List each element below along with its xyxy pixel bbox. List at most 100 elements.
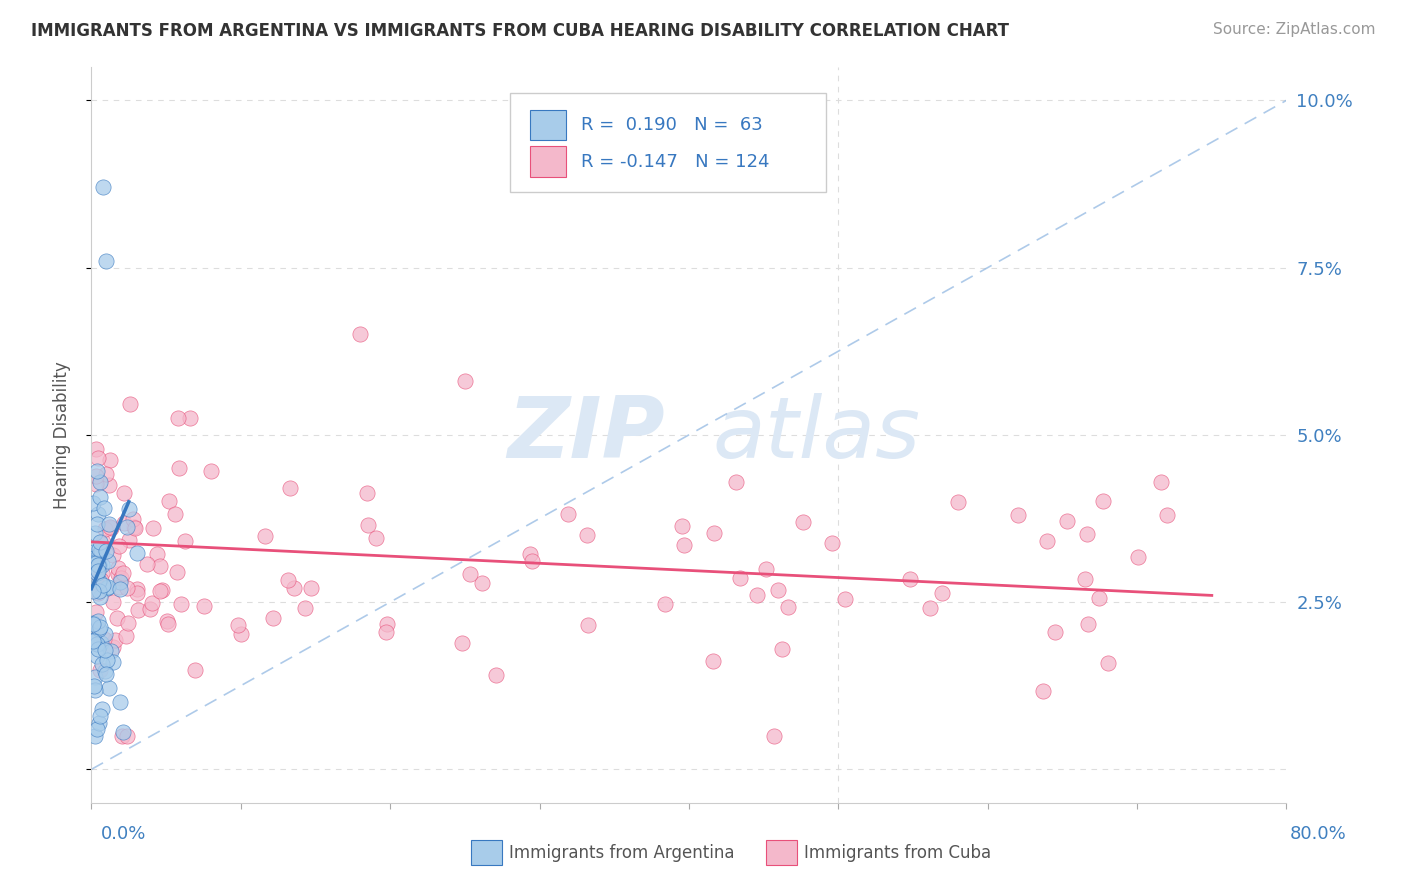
Point [87, 561, 110, 575]
Point [766, 582, 789, 597]
Point [454, 374, 477, 388]
Point [87, 541, 110, 556]
Point [1156, 508, 1178, 523]
Point [654, 597, 676, 611]
Point [90, 657, 112, 672]
Point [703, 526, 725, 541]
Point [93, 577, 115, 591]
Point [82, 616, 104, 631]
Point [117, 729, 139, 743]
Point [112, 516, 135, 530]
Point [114, 486, 136, 500]
Point [87, 715, 110, 730]
Point [745, 588, 768, 602]
Point [86, 571, 108, 585]
Point [108, 582, 131, 596]
Point [84, 670, 107, 684]
Text: atlas: atlas [713, 393, 921, 476]
Point [82, 633, 104, 648]
Point [86, 566, 108, 581]
Point [112, 724, 135, 739]
Point [165, 507, 187, 521]
Point [111, 566, 134, 581]
Point [1126, 549, 1149, 564]
Text: 80.0%: 80.0% [1291, 825, 1347, 843]
FancyBboxPatch shape [509, 93, 827, 192]
Point [89, 475, 111, 489]
Point [96, 253, 118, 268]
Point [898, 572, 921, 586]
Point [98, 453, 121, 467]
Text: 0.0%: 0.0% [101, 825, 146, 843]
Point [262, 611, 284, 625]
Point [142, 521, 165, 535]
Point [86, 517, 108, 532]
Point [152, 583, 174, 598]
Point [121, 512, 143, 526]
Point [94, 664, 117, 678]
Point [458, 567, 481, 582]
Point [83, 526, 105, 541]
Point [1007, 508, 1029, 523]
Text: Immigrants from Argentina: Immigrants from Argentina [509, 844, 734, 862]
Point [138, 602, 160, 616]
Point [87, 558, 110, 572]
Point [100, 644, 122, 658]
Point [115, 629, 138, 643]
Point [366, 531, 388, 545]
Point [277, 573, 299, 587]
Point [89, 590, 111, 604]
Point [141, 596, 163, 610]
Text: IMMIGRANTS FROM ARGENTINA VS IMMIGRANTS FROM CUBA HEARING DISABILITY CORRELATION: IMMIGRANTS FROM ARGENTINA VS IMMIGRANTS … [31, 22, 1010, 40]
Point [84, 682, 107, 697]
Point [1150, 475, 1173, 489]
Point [86, 723, 108, 737]
Point [122, 520, 145, 534]
Point [84, 605, 107, 619]
Point [575, 527, 598, 541]
Point [253, 529, 276, 543]
Point [1043, 624, 1066, 639]
Point [83, 679, 105, 693]
Point [174, 533, 197, 548]
Point [110, 571, 132, 585]
Point [200, 464, 222, 478]
Point [118, 533, 141, 547]
Point [105, 611, 128, 625]
Point [166, 565, 188, 579]
Point [356, 518, 378, 533]
Point [93, 632, 115, 647]
Y-axis label: Hearing Disability: Hearing Disability [52, 361, 70, 508]
Point [82, 557, 104, 571]
FancyBboxPatch shape [530, 110, 565, 140]
Point [299, 581, 322, 595]
Point [87, 642, 110, 657]
Point [821, 536, 844, 550]
Point [149, 584, 172, 599]
Point [86, 648, 108, 663]
Point [100, 521, 122, 535]
Point [125, 582, 148, 596]
Point [98, 681, 121, 695]
Point [471, 576, 494, 591]
Point [104, 633, 127, 648]
Point [1076, 527, 1098, 541]
Point [125, 546, 148, 560]
Text: R =  0.190   N =  63: R = 0.190 N = 63 [582, 116, 763, 134]
Point [702, 654, 724, 668]
Point [101, 656, 124, 670]
Point [576, 618, 599, 632]
Point [278, 481, 301, 495]
Point [149, 558, 172, 573]
Point [96, 666, 118, 681]
Point [1077, 617, 1099, 632]
Point [519, 548, 541, 562]
Point [167, 410, 190, 425]
Point [124, 521, 146, 535]
Point [294, 601, 316, 615]
Point [93, 522, 115, 536]
Point [84, 556, 107, 570]
Point [84, 569, 107, 583]
Point [101, 549, 124, 563]
Point [83, 633, 105, 648]
